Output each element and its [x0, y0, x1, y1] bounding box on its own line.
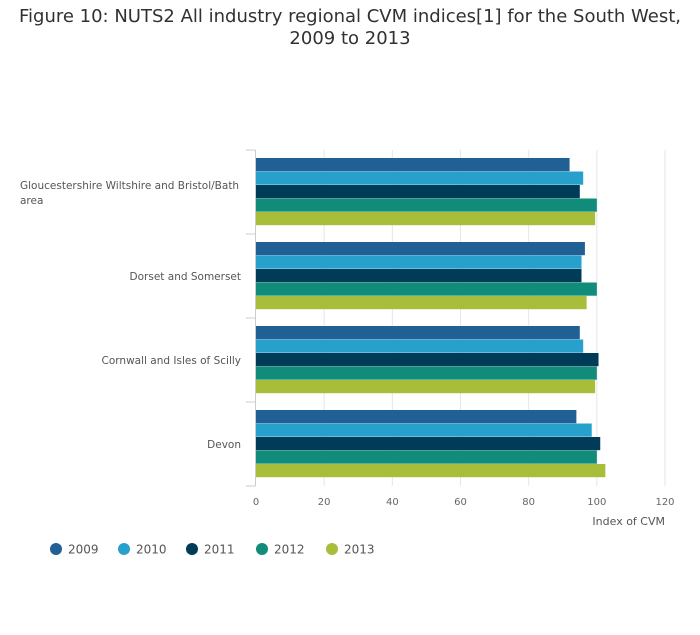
- bar-2012-category-2: [256, 366, 597, 380]
- bar-2009-category-1: [256, 242, 585, 256]
- x-tick-label: 120: [655, 497, 674, 508]
- bar-2012-category-1: [256, 282, 597, 296]
- legend-label-2013: 2013: [344, 543, 375, 557]
- bar-2012-category-3: [256, 450, 597, 464]
- bar-2010-category-0: [256, 171, 584, 185]
- category-label: Devon: [207, 439, 241, 451]
- chart-title-line-2: 2009 to 2013: [289, 28, 411, 49]
- legend-label-2012: 2012: [274, 543, 305, 557]
- legend-marker-2011: [186, 543, 198, 555]
- chart-title-line-1: Figure 10: NUTS2 All industry regional C…: [18, 6, 682, 27]
- bar-2011-category-0: [256, 185, 580, 199]
- bar-2013-category-3: [256, 464, 606, 478]
- legend-label-2011: 2011: [204, 543, 235, 557]
- legend-marker-2010: [118, 543, 130, 555]
- bar-2013-category-1: [256, 296, 587, 310]
- bar-2009-category-2: [256, 326, 580, 340]
- bar-2010-category-2: [256, 339, 584, 353]
- bar-2011-category-2: [256, 353, 599, 367]
- legend-marker-2012: [256, 543, 268, 555]
- bar-2010-category-1: [256, 255, 582, 269]
- bar-2013-category-0: [256, 212, 596, 226]
- x-tick-label: 80: [522, 497, 535, 508]
- bar-2013-category-2: [256, 380, 596, 394]
- category-label: Dorset and Somerset: [130, 271, 241, 283]
- legend-label-2010: 2010: [136, 543, 167, 557]
- x-axis-title: Index of CVM: [592, 515, 665, 528]
- bar-2010-category-3: [256, 423, 592, 437]
- category-label: Gloucestershire Wiltshire and Bristol/Ba…: [20, 180, 239, 192]
- bar-2009-category-3: [256, 410, 577, 424]
- bar-2011-category-3: [256, 437, 601, 451]
- x-tick-label: 100: [587, 497, 606, 508]
- bar-2009-category-0: [256, 158, 570, 172]
- chart-title: Figure 10: NUTS2 All industry regional C…: [0, 6, 700, 50]
- x-tick-label: 0: [253, 497, 259, 508]
- x-tick-label: 20: [318, 497, 331, 508]
- bar-2012-category-0: [256, 198, 597, 212]
- legend-marker-2013: [326, 543, 338, 555]
- bar-2011-category-1: [256, 269, 582, 283]
- x-tick-label: 60: [454, 497, 467, 508]
- legend-marker-2009: [50, 543, 62, 555]
- category-label: Cornwall and Isles of Scilly: [102, 355, 241, 367]
- x-tick-label: 40: [386, 497, 399, 508]
- legend-label-2009: 2009: [68, 543, 99, 557]
- category-label: area: [20, 195, 43, 207]
